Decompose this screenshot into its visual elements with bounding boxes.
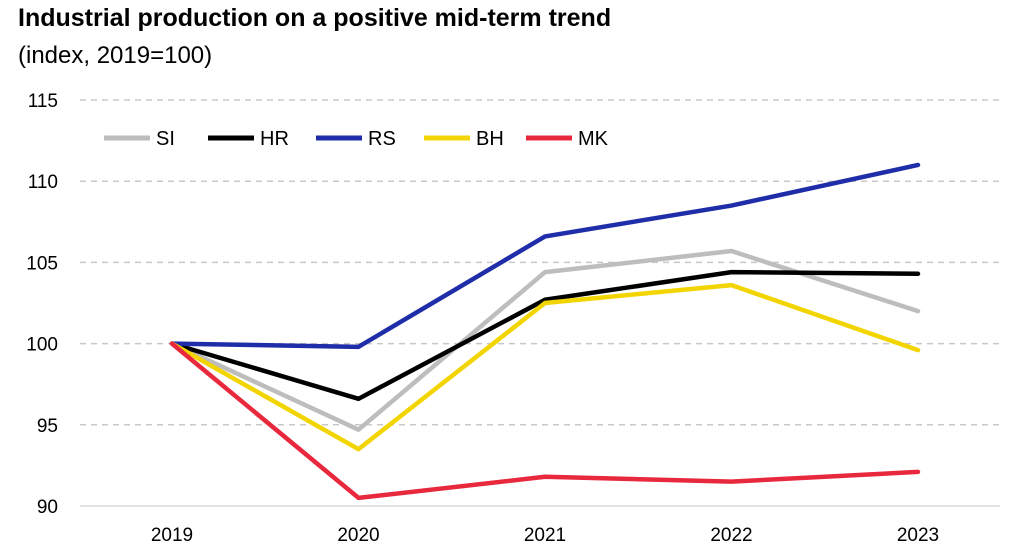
series-line-rs	[169, 162, 921, 350]
chart-title: Industrial production on a positive mid-…	[18, 4, 612, 32]
y-tick-label: 110	[28, 172, 58, 193]
axis: 90 95 100 105 110 115 2019 2020 2021 2022 2023	[26, 91, 1000, 546]
legend-label-bh: BH	[476, 128, 504, 150]
y-tick-label: 100	[26, 335, 58, 356]
x-tick-label: 2020	[337, 525, 379, 546]
x-tick-label: 2021	[524, 525, 566, 546]
x-tick-label: 2019	[151, 525, 193, 546]
y-tick-label: 105	[26, 253, 58, 274]
legend: SI HR RS BH MK	[104, 128, 609, 150]
series-lines	[169, 162, 921, 501]
x-tick-label: 2022	[710, 525, 752, 546]
y-tick-label: 95	[37, 416, 58, 437]
legend-label-rs: RS	[368, 128, 396, 150]
x-tick-label: 2023	[897, 525, 939, 546]
gridlines	[80, 99, 1000, 426]
series-line-bh	[169, 282, 921, 452]
y-tick-label: 90	[37, 497, 58, 518]
series-line-hr	[169, 269, 921, 402]
legend-label-mk: MK	[578, 128, 609, 150]
series-line-mk	[169, 341, 921, 501]
legend-label-si: SI	[156, 128, 175, 150]
y-tick-label: 115	[28, 91, 58, 112]
legend-label-hr: HR	[260, 128, 289, 150]
chart-subtitle: (index, 2019=100)	[18, 42, 213, 69]
series-line-si	[169, 248, 921, 432]
